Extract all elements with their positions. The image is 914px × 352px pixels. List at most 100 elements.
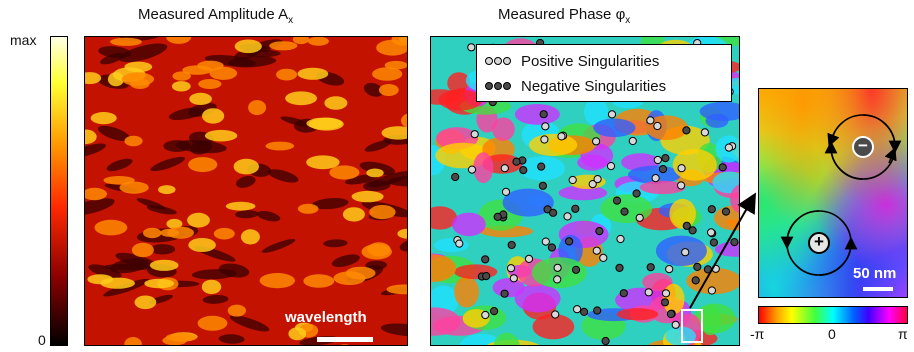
positive-singularity-marker	[592, 137, 601, 146]
positive-singularity-marker	[661, 289, 671, 298]
positive-singularity-marker	[467, 165, 477, 174]
positive-singularity-marker	[541, 237, 550, 246]
positive-singularity-marker	[593, 175, 602, 184]
positive-singularity-marker	[599, 253, 608, 262]
amplitude-title: Measured Amplitude Ax	[138, 6, 293, 26]
positive-singularity-marker	[500, 164, 509, 173]
amplitude-scalebar	[317, 337, 373, 342]
negative-singularity-marker	[661, 154, 670, 163]
negative-singularity-marker	[612, 196, 622, 205]
positive-singularity-marker	[616, 234, 625, 244]
inset-phase-map: − + 50 nm	[758, 88, 908, 298]
negative-singularity-marker	[660, 298, 670, 307]
positive-singularity-marker	[628, 136, 637, 146]
negative-singularity-marker	[512, 157, 521, 166]
amplitude-scalebar-label: wavelength	[285, 309, 367, 326]
positive-singularity-marker	[481, 310, 490, 320]
legend-positive-row: Positive Singularities	[485, 51, 659, 71]
positive-singularity-marker	[588, 180, 597, 189]
inset-scalebar	[863, 287, 893, 291]
negative-singularity-marker	[500, 289, 509, 298]
positive-singularity-marker	[677, 181, 686, 190]
amplitude-map-image	[85, 37, 407, 345]
negative-singularity-marker	[688, 226, 697, 235]
positive-singularity-marker	[553, 263, 562, 272]
amplitude-colorbar-max-label: max	[10, 32, 37, 48]
positive-singularity-marker	[470, 130, 479, 139]
negative-singularity-marker	[693, 262, 702, 271]
negative-singularity-marker	[571, 204, 580, 213]
negative-singularity-marker	[547, 243, 557, 252]
positive-singularity-marker	[671, 320, 680, 329]
legend-negative-row: Negative Singularities	[485, 76, 666, 96]
positive-singularity-marker	[467, 43, 476, 52]
phase-colorbar-max-label: π	[898, 326, 908, 342]
legend-negative-label: Negative Singularities	[521, 77, 667, 95]
negative-singularity-marker	[593, 306, 602, 315]
positive-singularity-marker	[557, 132, 566, 141]
positive-singularity-marker	[501, 187, 511, 196]
negative-singularity-marker	[539, 110, 548, 119]
positive-singularity-marker	[707, 286, 716, 295]
positive-singularity-marker	[724, 143, 733, 152]
negative-singularity-marker	[658, 165, 668, 174]
positive-singularity-marker	[506, 264, 516, 273]
phase-colorbar-min-label: -π	[750, 326, 765, 342]
negative-singularity-marker	[571, 265, 581, 274]
negative-singularity-marker	[580, 307, 589, 316]
negative-singularity-marker	[482, 272, 491, 281]
phase-title-subscript: x	[625, 15, 631, 26]
positive-singularity-marker	[651, 174, 660, 183]
legend-positive-label: Positive Singularities	[521, 52, 660, 70]
positive-singularity-marker	[677, 164, 686, 173]
negative-singularity-marker	[481, 255, 490, 264]
positive-singularity-marker	[540, 135, 549, 144]
amplitude-colorbar-min-label: 0	[38, 332, 46, 348]
positive-singularity-marker	[665, 265, 674, 274]
negative-singularity-marker	[619, 289, 628, 298]
inset-phase-field	[759, 89, 907, 297]
positive-singularity-marker	[644, 288, 653, 297]
negative-singularity-marker	[595, 227, 604, 236]
negative-singularity-marker	[538, 181, 548, 190]
positive-singularity-marker	[553, 275, 562, 284]
positive-singularity-marker	[707, 228, 716, 237]
positive-singularity-marker	[606, 162, 616, 171]
negative-singularity-marker	[615, 263, 624, 272]
negative-singularity-marker	[682, 221, 691, 230]
negative-singularity-marker	[709, 238, 718, 247]
negative-singularity-marker	[490, 307, 499, 316]
positive-singularity-marker	[455, 239, 464, 248]
negative-singularity-marker	[730, 238, 739, 247]
negative-singularity-marker	[507, 240, 516, 250]
negative-singularity-marker	[565, 237, 574, 246]
phase-colorbar	[758, 306, 908, 324]
positive-singularity-marker	[653, 155, 662, 165]
negative-singularity-marker	[493, 212, 502, 221]
negative-singularity-marker	[601, 336, 610, 345]
negative-singularity-marker	[632, 189, 641, 198]
negative-singularity-marker	[721, 207, 731, 216]
phase-colorbar-mid-label: 0	[828, 326, 836, 342]
positive-singularity-marker	[524, 254, 534, 263]
amplitude-title-text: Measured Amplitude A	[138, 6, 289, 23]
positive-singularity-marker	[681, 248, 690, 257]
negative-singularity-marker	[707, 205, 716, 214]
positive-singularity-marker	[551, 310, 560, 319]
positive-singularity-marker	[635, 213, 644, 222]
positive-singularity-marker	[592, 246, 601, 255]
positive-marker-icon	[485, 57, 511, 65]
inset-vortices	[780, 114, 902, 276]
negative-singularity-marker	[451, 172, 460, 182]
phase-title: Measured Phase φx	[498, 6, 630, 26]
positive-singularity-marker	[646, 116, 655, 125]
phase-title-text: Measured Phase φ	[498, 6, 626, 23]
positive-singularity-marker	[607, 110, 617, 119]
positive-singularity-marker	[700, 128, 709, 137]
zoom-box	[681, 309, 703, 343]
negative-singularity-marker	[620, 207, 629, 216]
negative-singularity-marker	[646, 263, 655, 272]
amplitude-title-subscript: x	[288, 15, 294, 26]
amplitude-colorbar	[50, 36, 68, 346]
negative-vortex-symbol: −	[858, 136, 868, 155]
